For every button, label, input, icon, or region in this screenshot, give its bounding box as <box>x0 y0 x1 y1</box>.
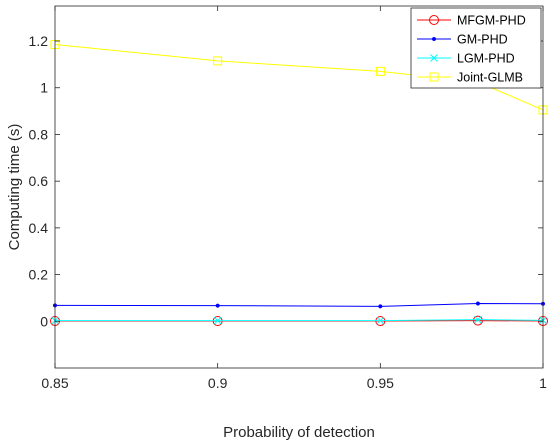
data-point <box>472 315 483 326</box>
x-tick-label: 1 <box>539 375 547 391</box>
legend-marker <box>431 36 437 42</box>
data-point <box>378 304 383 309</box>
x-tick-label: 0.85 <box>41 375 68 391</box>
legend-marker <box>430 54 438 62</box>
data-point <box>213 56 223 66</box>
data-point <box>376 316 385 325</box>
x-axis-title: Probability of detection <box>223 424 375 441</box>
data-point <box>215 303 220 308</box>
y-tick-label: 0.8 <box>29 126 49 142</box>
legend: MFGM-PHD GM-PHD LGM-PHD Joint-GLMB <box>410 7 542 89</box>
y-tick-label: 0.6 <box>29 173 49 189</box>
legend-item: GM-PHD <box>417 33 508 47</box>
legend-label: MFGM-PHD <box>457 14 526 28</box>
legend-item: Joint-GLMB <box>417 71 523 85</box>
legend-marker <box>429 15 439 25</box>
x-tick-label: 0.9 <box>208 375 228 391</box>
legend-item: MFGM-PHD <box>417 14 526 28</box>
data-point <box>213 316 222 325</box>
y-tick-label: 0.4 <box>29 220 49 236</box>
legend-label: Joint-GLMB <box>457 71 523 85</box>
legend-label: LGM-PHD <box>457 52 515 66</box>
axes-layer: 0.85 0.9 0.95 1 0 0.2 0.4 0.6 0.8 1 1.2 <box>29 5 547 391</box>
x-tick-label: 0.95 <box>367 375 394 391</box>
y-tick-label: 0.2 <box>29 267 49 283</box>
legend-box <box>410 7 542 89</box>
y-tick-label: 1.2 <box>29 33 49 49</box>
series-gm-phd <box>52 301 546 309</box>
y-axis-title: Computing time (s) <box>6 124 23 251</box>
data-point <box>474 315 482 324</box>
legend-item: LGM-PHD <box>417 52 515 66</box>
series-line <box>54 44 544 111</box>
legend-marker <box>429 72 439 82</box>
data-point <box>375 66 385 76</box>
series-lgm-phd <box>51 315 547 325</box>
legend-label: GM-PHD <box>457 33 508 47</box>
data-point <box>475 301 480 306</box>
axes-box <box>54 5 544 369</box>
series-layer <box>50 40 548 327</box>
y-tick-label: 0 <box>40 313 48 329</box>
y-tick-label: 1 <box>40 80 48 96</box>
